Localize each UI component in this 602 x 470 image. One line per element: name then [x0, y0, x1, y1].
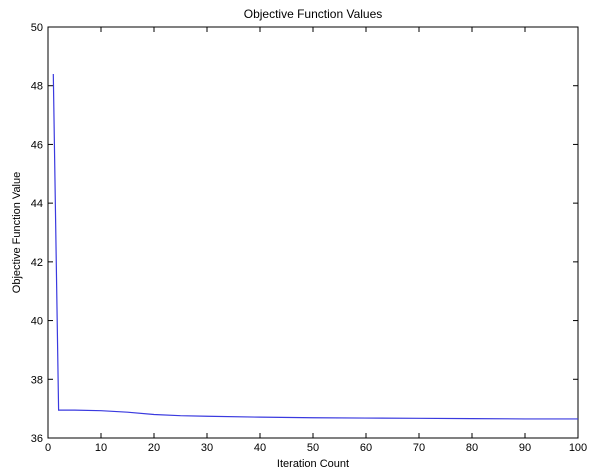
x-tick-label: 80: [466, 442, 478, 454]
y-tick-label: 38: [31, 374, 43, 386]
x-axis: 0 10 20 30 40 50 60 70 80 90 100: [45, 27, 587, 454]
plot-area: [47, 26, 579, 439]
x-tick-label: 90: [519, 442, 531, 454]
x-tick-label: 60: [360, 442, 372, 454]
x-tick-label: 0: [45, 442, 51, 454]
x-axis-label: Iteration Count: [277, 458, 349, 470]
y-tick-label: 50: [31, 22, 43, 34]
y-axis-label: Objective Function Value: [11, 172, 23, 293]
x-tick-label: 20: [148, 442, 160, 454]
x-tick-label: 100: [569, 442, 587, 454]
chart-title: Objective Function Values: [244, 7, 383, 21]
y-tick-label: 46: [31, 139, 43, 151]
y-axis: 36 38 40 42 44 46 48 50: [31, 22, 578, 445]
x-tick-label: 40: [254, 442, 266, 454]
series-group: [52, 73, 578, 420]
x-tick-label: 10: [95, 442, 107, 454]
y-tick-label: 36: [31, 433, 43, 445]
x-tick-label: 70: [413, 442, 425, 454]
series-line: [52, 73, 578, 420]
x-tick-label: 50: [307, 442, 319, 454]
y-tick-label: 48: [31, 81, 43, 93]
x-tick-label: 30: [201, 442, 213, 454]
y-tick-label: 44: [31, 198, 43, 210]
y-tick-label: 42: [31, 257, 43, 269]
y-tick-label: 40: [31, 316, 43, 328]
